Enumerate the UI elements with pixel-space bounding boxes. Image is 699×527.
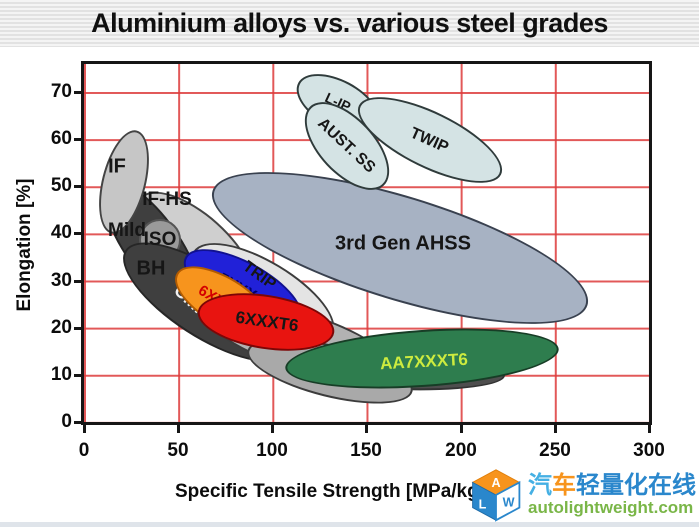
- region-label-bh: BH: [136, 257, 166, 280]
- x-tick-label-100: 100: [256, 440, 288, 461]
- x-tick-mark-100: [271, 425, 274, 433]
- y-tick-label-20: 20: [50, 317, 72, 338]
- x-axis-title: Specific Tensile Strength [MPa/kg: [175, 481, 479, 502]
- x-tick-mark-0: [83, 425, 86, 433]
- x-tick-label-150: 150: [350, 440, 382, 461]
- x-tick-label-200: 200: [445, 440, 477, 461]
- y-tick-mark-30: [74, 280, 82, 283]
- x-tick-mark-50: [177, 425, 180, 433]
- y-tick-label-40: 40: [50, 222, 72, 243]
- y-tick-label-50: 50: [50, 175, 72, 196]
- x-tick-mark-300: [648, 425, 651, 433]
- y-tick-label-30: 30: [50, 270, 72, 291]
- watermark: A L W 汽车轻量化在线 autolightweight.com: [469, 468, 696, 522]
- y-axis-title: Elongation [%]: [14, 178, 35, 312]
- y-tick-mark-0: [74, 421, 82, 424]
- region-label-if-hs: IF-HS: [142, 189, 192, 210]
- region-label-mild: Mild: [108, 220, 146, 241]
- svg-text:A: A: [491, 476, 500, 490]
- x-tick-mark-150: [365, 425, 368, 433]
- watermark-cn-part3: 轻量化在线: [576, 472, 696, 500]
- watermark-site: autolightweight.com: [528, 497, 694, 517]
- y-tick-mark-70: [74, 91, 82, 94]
- y-tick-mark-50: [74, 185, 82, 188]
- watermark-cn-part2: 车: [552, 472, 576, 500]
- y-tick-label-0: 0: [61, 411, 72, 432]
- y-tick-mark-60: [74, 138, 82, 141]
- y-tick-label-70: 70: [50, 81, 72, 102]
- x-tick-label-0: 0: [78, 440, 90, 461]
- region-label-3rd-gen-ahss: 3rd Gen AHSS: [335, 232, 471, 255]
- slide-bottom-edge: [0, 522, 699, 527]
- y-tick-label-10: 10: [50, 364, 72, 385]
- svg-text:W: W: [503, 496, 515, 510]
- x-tick-label-300: 300: [633, 440, 665, 461]
- svg-text:L: L: [479, 498, 487, 512]
- region-label-if: IF: [108, 155, 126, 178]
- chart-title: Aluminium alloys vs. various steel grade…: [91, 8, 608, 38]
- watermark-cn-part1: 汽: [528, 472, 552, 500]
- alw-cube-icon: A L W: [471, 469, 521, 522]
- watermark-chinese: 汽车轻量化在线: [528, 472, 696, 500]
- y-tick-mark-40: [74, 232, 82, 235]
- y-tick-mark-10: [74, 374, 82, 377]
- x-tick-mark-250: [554, 425, 557, 433]
- x-tick-mark-200: [460, 425, 463, 433]
- watermark-text: 汽车轻量化在线 autolightweight.com: [528, 472, 696, 517]
- region-label-iso: ISO: [143, 229, 177, 250]
- slide-title-band: Aluminium alloys vs. various steel grade…: [0, 0, 699, 47]
- x-tick-label-250: 250: [539, 440, 571, 461]
- x-tick-label-50: 50: [167, 440, 189, 461]
- y-tick-mark-20: [74, 327, 82, 330]
- y-tick-label-60: 60: [50, 128, 72, 149]
